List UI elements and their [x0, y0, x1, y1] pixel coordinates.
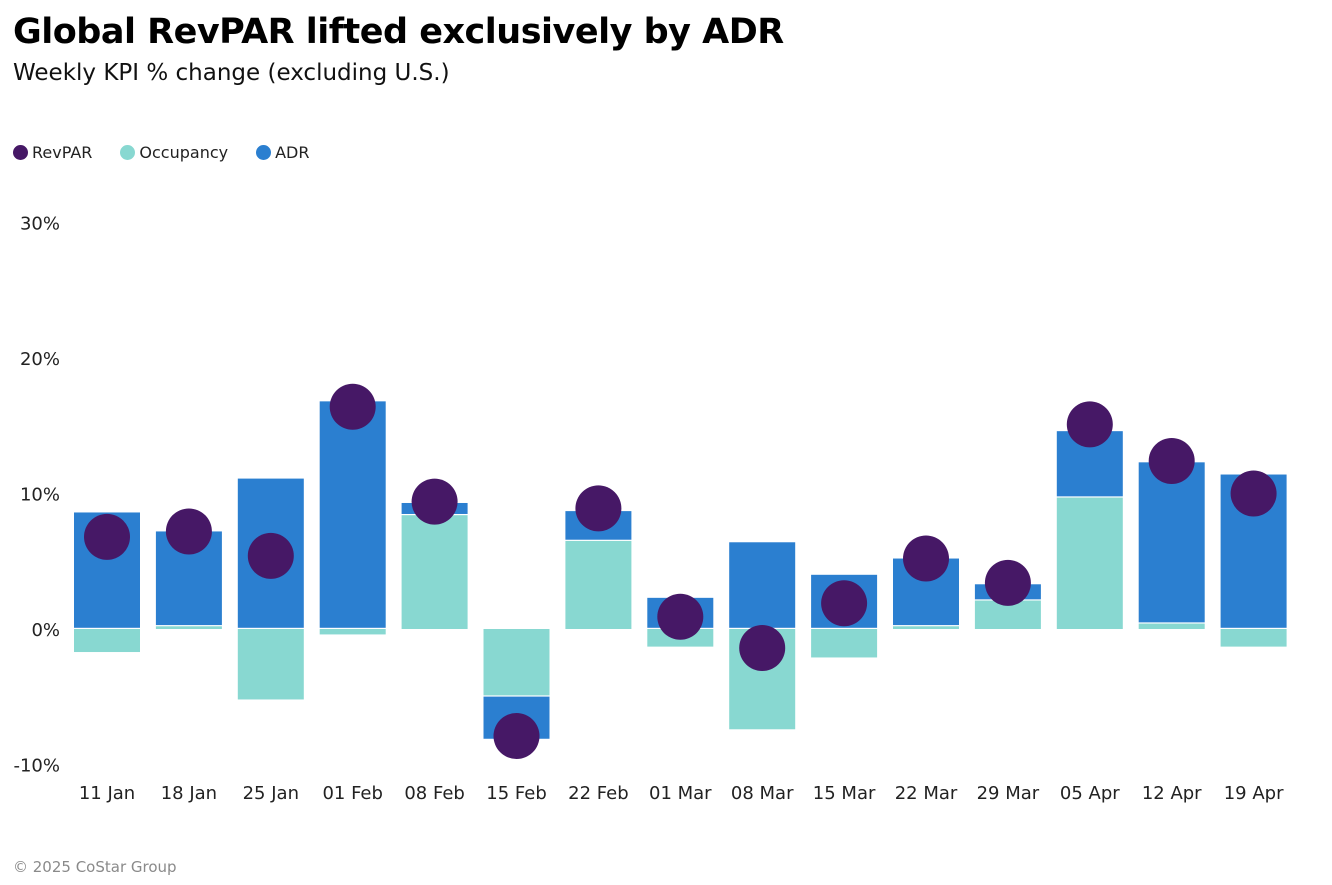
- occupancy-bar: [155, 626, 222, 629]
- legend-label-adr: ADR: [275, 143, 310, 162]
- occupancy-bar: [483, 629, 550, 696]
- occupancy-bar: [1138, 623, 1205, 629]
- x-tick-label: 29 Mar: [977, 783, 1040, 804]
- occupancy-bar: [237, 629, 304, 700]
- y-tick-label: 10%: [20, 485, 60, 506]
- chart-subtitle: Weekly KPI % change (excluding U.S.): [13, 60, 450, 86]
- revpar-dots: [84, 383, 1277, 760]
- revpar-dot: [165, 508, 212, 555]
- revpar-dot: [575, 485, 622, 532]
- y-tick-label: 30%: [20, 214, 60, 235]
- legend: RevPAR Occupancy ADR: [13, 143, 310, 162]
- occupancy-bar: [1056, 497, 1123, 629]
- x-tick-label: 01 Feb: [322, 783, 383, 804]
- x-tick-label: 01 Mar: [649, 783, 712, 804]
- copyright-footer: © 2025 CoStar Group: [13, 858, 177, 876]
- adr-dot-icon: [256, 145, 272, 160]
- x-tick-label: 22 Mar: [895, 783, 958, 804]
- x-tick-label: 11 Jan: [79, 783, 135, 804]
- revpar-dot: [1066, 401, 1113, 448]
- x-tick-label: 12 Apr: [1142, 783, 1202, 804]
- occupancy-dot-icon: [120, 145, 136, 160]
- legend-item-revpar[interactable]: RevPAR: [13, 143, 92, 162]
- revpar-dot: [247, 532, 294, 579]
- revpar-dot: [329, 383, 376, 430]
- revpar-dot: [984, 559, 1031, 606]
- y-tick-label: -10%: [13, 756, 60, 777]
- x-tick-label: 25 Jan: [243, 783, 299, 804]
- occupancy-bar: [401, 515, 468, 629]
- y-axis: -10% 0% 10% 20% 30%: [13, 214, 60, 777]
- chart-title: Global RevPAR lifted exclusively by ADR: [13, 12, 784, 52]
- occupancy-bar: [74, 629, 140, 653]
- x-tick-label: 08 Feb: [404, 783, 465, 804]
- bars: [74, 401, 1287, 739]
- revpar-dot: [411, 478, 458, 525]
- x-tick-label: 15 Feb: [486, 783, 547, 804]
- x-tick-label: 19 Apr: [1224, 783, 1284, 804]
- revpar-dot: [739, 624, 786, 671]
- revpar-dot: [84, 513, 130, 560]
- x-tick-label: 15 Mar: [813, 783, 876, 804]
- x-tick-label: 22 Feb: [568, 783, 629, 804]
- revpar-dot: [493, 713, 540, 760]
- legend-label-revpar: RevPAR: [32, 143, 93, 162]
- x-tick-label: 08 Mar: [731, 783, 794, 804]
- revpar-dot: [821, 580, 868, 627]
- occupancy-bar: [565, 540, 632, 629]
- occupancy-bar: [811, 629, 878, 658]
- revpar-dot: [657, 593, 704, 640]
- occupancy-bar: [1220, 629, 1287, 647]
- revpar-dot: [1230, 470, 1277, 517]
- y-tick-label: 20%: [20, 349, 60, 370]
- x-axis: 11 Jan 18 Jan 25 Jan 01 Feb 08 Feb 15 Feb 22 F…: [79, 783, 1284, 804]
- adr-bar: [319, 401, 386, 628]
- legend-item-adr[interactable]: ADR: [256, 143, 310, 162]
- x-tick-label: 18 Jan: [161, 783, 217, 804]
- revpar-dot-icon: [13, 145, 28, 160]
- occupancy-bar: [319, 629, 386, 635]
- adr-bar: [1138, 462, 1205, 623]
- adr-bar: [729, 542, 796, 628]
- occupancy-bar: [893, 626, 959, 629]
- legend-item-occupancy[interactable]: Occupancy: [120, 143, 228, 162]
- revpar-dot: [903, 535, 949, 582]
- y-tick-label: 0%: [31, 620, 60, 641]
- x-tick-label: 05 Apr: [1060, 783, 1120, 804]
- revpar-dot: [1148, 437, 1195, 484]
- legend-label-occupancy: Occupancy: [139, 143, 229, 162]
